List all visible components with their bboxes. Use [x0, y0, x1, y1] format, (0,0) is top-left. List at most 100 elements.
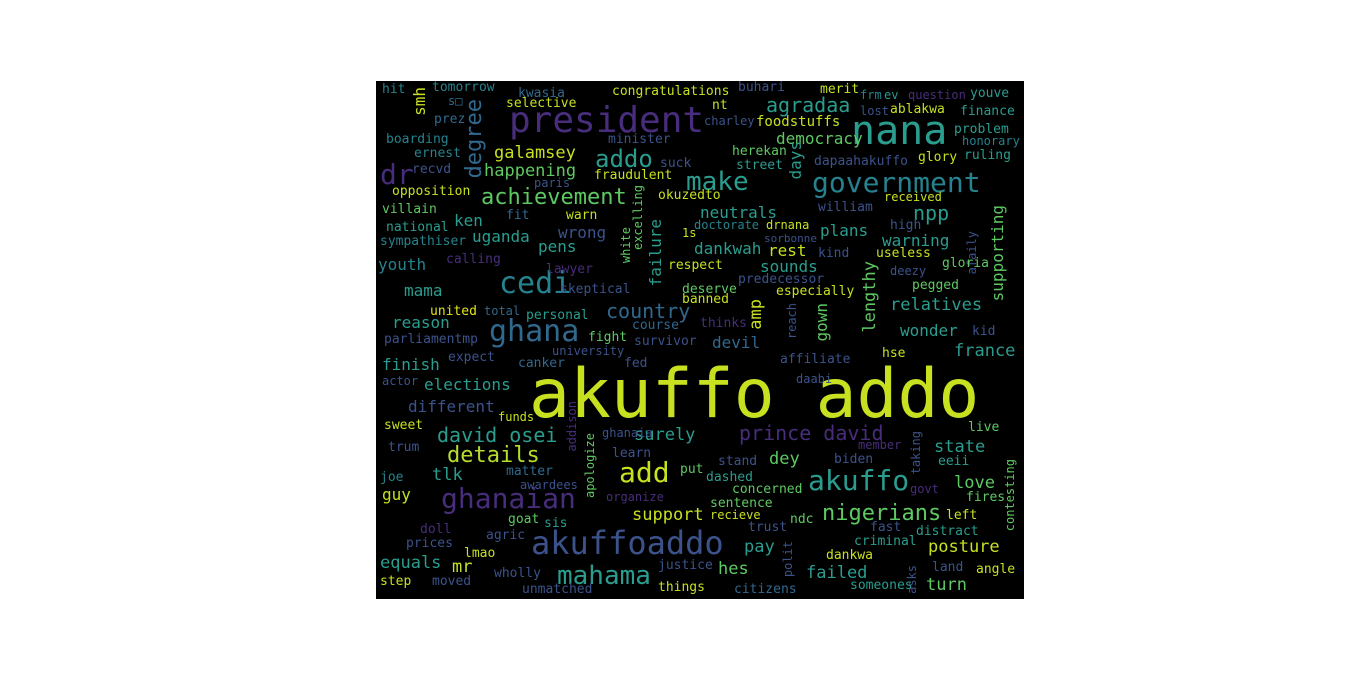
- word-sentence: sentence: [710, 496, 773, 511]
- word-land: land: [932, 560, 964, 575]
- word-government: government: [812, 166, 981, 199]
- word-pay: pay: [744, 537, 775, 557]
- word-equals: equals: [380, 553, 442, 573]
- word-expect: expect: [448, 350, 495, 365]
- word-national: national: [386, 220, 449, 235]
- word-rest: rest: [768, 241, 807, 260]
- word-suck: suck: [660, 156, 692, 171]
- word-herekan: herekan: [732, 144, 787, 159]
- word-left: left: [946, 508, 978, 523]
- word-youve: youve: [970, 86, 1010, 101]
- word-sorbonne: sorbonne: [764, 232, 817, 245]
- word-gloria: gloria: [942, 256, 989, 271]
- word-received: received: [884, 190, 942, 204]
- word-william: william: [818, 200, 873, 215]
- word-angle: angle: [976, 562, 1016, 577]
- word-govt: govt: [910, 482, 939, 496]
- word-united: united: [430, 304, 477, 319]
- word-concerned: concerned: [732, 482, 803, 497]
- word-pens: pens: [538, 237, 577, 256]
- word-unmatched: unmatched: [522, 582, 593, 597]
- word-someones: someones: [850, 578, 913, 593]
- word-reach: reach: [785, 303, 799, 340]
- word-add: add: [619, 456, 670, 489]
- word-excelling: excelling: [631, 185, 645, 251]
- word-achievement: achievement: [481, 185, 627, 210]
- word-recvd: recvd: [412, 162, 452, 177]
- word-stand: stand: [718, 454, 758, 469]
- word-respect: respect: [668, 258, 723, 273]
- word-dankwah: dankwah: [694, 239, 762, 258]
- word-step: step: [380, 574, 412, 589]
- word-mahama: mahama: [557, 561, 651, 591]
- word-actor: actor: [382, 374, 419, 388]
- word-fraudulent: fraudulent: [594, 168, 673, 183]
- word-dankwa: dankwa: [826, 548, 873, 563]
- word-trust: trust: [748, 520, 788, 535]
- word-wholly: wholly: [494, 566, 541, 581]
- word-posture: posture: [928, 537, 1000, 557]
- word-affiliate: affiliate: [780, 352, 851, 367]
- word-wrong: wrong: [558, 223, 607, 242]
- word-survivor: survivor: [634, 334, 697, 349]
- word-recieve: recieve: [710, 508, 761, 522]
- word-fast: fast: [870, 520, 902, 535]
- word-thinks: thinks: [700, 316, 747, 331]
- word-hes: hes: [718, 559, 749, 579]
- word-congratulations: congratulations: [612, 84, 730, 99]
- word-akuffo-addo: akuffo addo: [529, 355, 980, 434]
- word-okuzedto: okuzedto: [658, 188, 721, 203]
- word-opposition: opposition: [392, 184, 471, 199]
- word-prince-david: prince david: [739, 421, 884, 445]
- word-member: member: [858, 438, 902, 452]
- word-total: total: [484, 304, 521, 318]
- word-lost: lost: [860, 104, 889, 118]
- word-course: course: [632, 318, 679, 333]
- word-polit: polit: [781, 541, 795, 578]
- word-addo: addo: [595, 145, 653, 173]
- word-failure: failure: [646, 219, 665, 287]
- word-merit: merit: [820, 82, 860, 97]
- word-make: make: [686, 167, 749, 197]
- word-charley: charley: [704, 114, 755, 128]
- word-ghanaian: ghanaian: [441, 482, 576, 515]
- word-put: put: [680, 462, 704, 477]
- word-things: things: [658, 580, 705, 595]
- word-mama: mama: [404, 281, 443, 300]
- word-matter: matter: [506, 464, 553, 479]
- word-akuffo: akuffo: [808, 464, 910, 497]
- word-democracy: democracy: [776, 129, 863, 148]
- word-justice: justice: [658, 558, 713, 573]
- word-funds: funds: [498, 410, 535, 424]
- word-warn: warn: [566, 208, 598, 223]
- word-glory: glory: [918, 150, 958, 165]
- word-relatives: relatives: [890, 295, 983, 315]
- word-lengthy: lengthy: [860, 261, 880, 333]
- word-deserve: deserve: [682, 282, 737, 297]
- word-supporting: supporting: [988, 205, 1007, 302]
- word-sympathiser: sympathiser: [380, 234, 467, 249]
- word-nt: nt: [712, 98, 728, 113]
- word-doll: doll: [420, 522, 452, 537]
- word-dr: dr: [380, 158, 414, 191]
- word-sounds: sounds: [760, 257, 818, 276]
- word-fed: fed: [624, 356, 648, 371]
- word-warning: warning: [882, 231, 950, 250]
- word-nigerians: nigerians: [822, 501, 942, 526]
- word-moved: moved: [432, 574, 472, 589]
- word-ghana: ghana: [489, 314, 580, 349]
- word-hse: hse: [882, 346, 906, 361]
- word-kwasia: kwasia: [518, 86, 565, 101]
- word-s-symbol: s□: [448, 94, 463, 108]
- word-sweet: sweet: [384, 418, 424, 433]
- word-ndc: ndc: [790, 512, 814, 527]
- word-boarding: boarding: [386, 132, 449, 147]
- word-ernest: ernest: [414, 146, 461, 161]
- word-elections: elections: [424, 375, 511, 394]
- word-buhari: buhari: [738, 81, 785, 95]
- word-youth: youth: [378, 255, 427, 274]
- word-apologize: apologize: [583, 433, 597, 499]
- word-cedi: cedi: [499, 266, 572, 301]
- word-question: question: [908, 88, 966, 102]
- word-addison: addison: [565, 401, 579, 452]
